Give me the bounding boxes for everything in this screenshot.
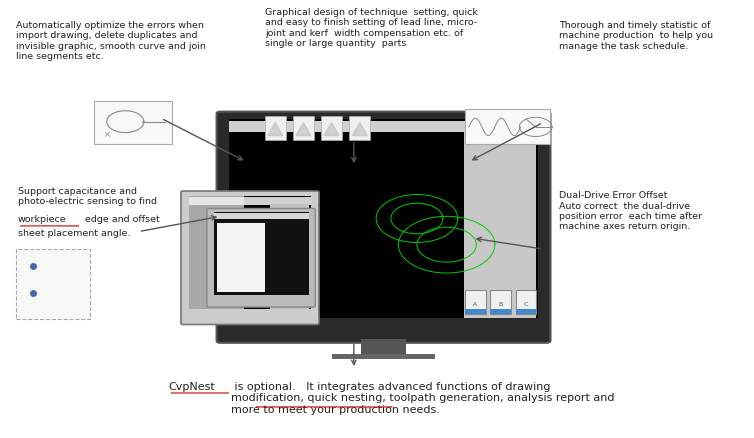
Text: A: A xyxy=(474,301,478,306)
Text: Automatically optimize the errors when
import drawing, delete duplicates and
inv: Automatically optimize the errors when i… xyxy=(17,21,206,61)
Bar xyxy=(465,110,550,145)
Bar xyxy=(229,120,538,318)
Bar xyxy=(229,122,538,133)
Bar xyxy=(213,213,308,296)
Bar xyxy=(465,310,486,315)
FancyBboxPatch shape xyxy=(216,113,550,343)
Bar xyxy=(516,310,536,315)
Text: sheet placement angle.: sheet placement angle. xyxy=(17,229,130,237)
Text: workpiece: workpiece xyxy=(17,215,66,224)
Text: is optional.   It integrates advanced functions of drawing
modification, quick n: is optional. It integrates advanced func… xyxy=(231,381,615,414)
Bar xyxy=(293,117,314,141)
Text: B: B xyxy=(498,301,503,306)
Text: Thorough and timely statistic of
machine production  to help you
manage the task: Thorough and timely statistic of machine… xyxy=(559,21,713,51)
Text: edge and offset: edge and offset xyxy=(81,215,159,224)
Bar xyxy=(321,117,342,141)
Bar xyxy=(490,291,511,315)
Bar xyxy=(189,197,311,205)
Bar xyxy=(349,117,370,141)
Bar xyxy=(490,310,511,315)
Bar xyxy=(270,204,308,309)
Text: Graphical design of technique  setting, quick
and easy to finish setting of lead: Graphical design of technique setting, q… xyxy=(265,8,478,48)
Bar xyxy=(189,196,244,309)
Bar xyxy=(17,250,90,319)
Polygon shape xyxy=(352,123,367,136)
Bar xyxy=(94,102,172,145)
Text: ×: × xyxy=(104,130,111,139)
Polygon shape xyxy=(324,123,339,136)
Bar xyxy=(332,354,436,359)
Text: Support capacitance and
photo-electric sensing to find: Support capacitance and photo-electric s… xyxy=(17,186,157,216)
Bar xyxy=(361,339,406,356)
Bar xyxy=(265,117,286,141)
Bar xyxy=(217,224,265,293)
Text: C: C xyxy=(524,301,529,306)
Bar xyxy=(189,196,311,309)
Bar xyxy=(516,291,536,315)
Text: Dual-Drive Error Offset
Auto correct  the dual-drive
position error  each time a: Dual-Drive Error Offset Auto correct the… xyxy=(559,191,703,231)
FancyBboxPatch shape xyxy=(207,209,315,307)
Bar xyxy=(213,214,308,219)
Polygon shape xyxy=(296,123,311,136)
Text: CvpNest: CvpNest xyxy=(168,381,215,391)
FancyBboxPatch shape xyxy=(181,191,319,325)
Bar xyxy=(465,291,486,315)
Bar xyxy=(464,133,536,318)
Polygon shape xyxy=(268,123,283,136)
